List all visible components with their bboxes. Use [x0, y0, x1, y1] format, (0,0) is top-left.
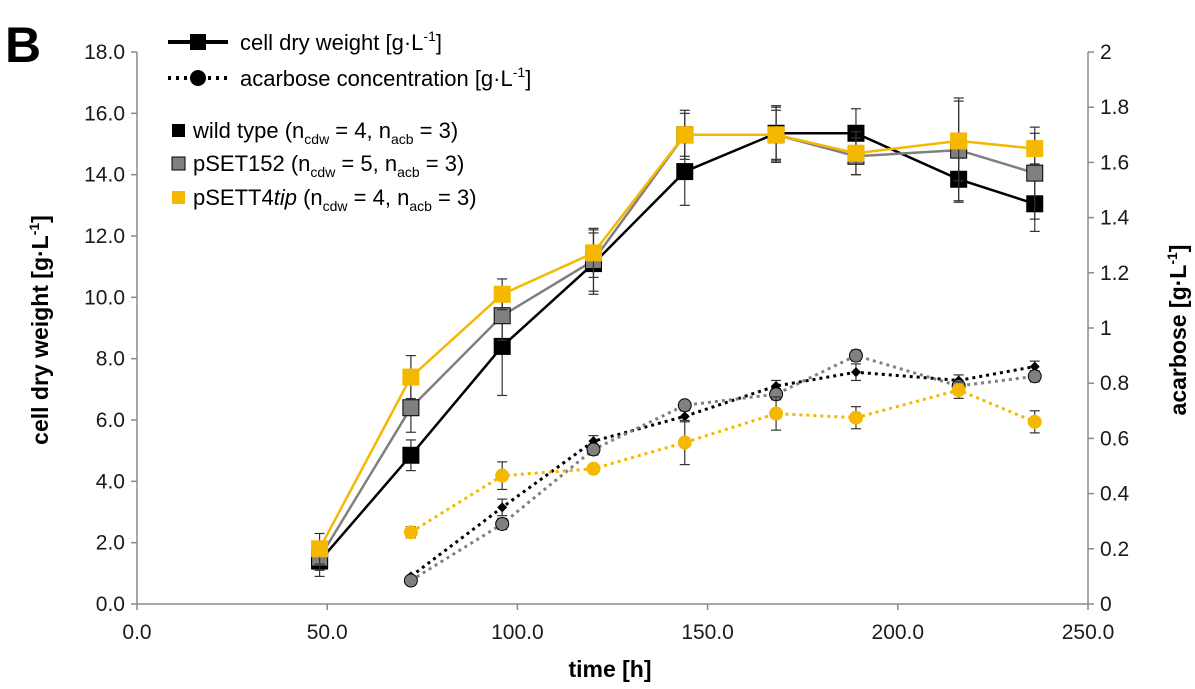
- x-tick-label: 200.0: [872, 621, 925, 644]
- y-right-tick-label: 1.6: [1100, 151, 1129, 174]
- data-point: [1029, 361, 1040, 372]
- legend-pset152-label: pSET152 (ncdw = 5, nacb = 3): [193, 151, 464, 180]
- plot-area: [311, 97, 1044, 588]
- y-right-tick-label: 2: [1100, 41, 1112, 64]
- legend-acb-label: acarbose concentration [g·L-1]: [240, 64, 531, 91]
- data-point: [850, 367, 861, 378]
- x-tick-label: 0.0: [122, 621, 151, 644]
- series-line-pset152-acb: [410, 353, 1035, 582]
- y-left-tick-label: 16.0: [84, 102, 125, 125]
- legend-wildtype-swatch: [172, 124, 185, 137]
- data-point: [951, 383, 966, 398]
- legend-cdw-label: cell dry weight [g·L-1]: [240, 28, 442, 55]
- y-left-tick-labels: 0.0 2.0 4.0 6.0 8.0 10.0 12.0 14.0 16.0 18.0: [84, 41, 125, 616]
- data-point: [848, 348, 863, 363]
- data-point: [584, 244, 602, 262]
- y-right-tick-label: 0.8: [1100, 372, 1129, 395]
- data-point: [495, 468, 510, 483]
- data-point: [676, 163, 694, 181]
- x-tick-labels: 0.0 50.0 100.0 150.0 200.0 250.0: [122, 621, 1114, 644]
- data-point: [847, 144, 865, 162]
- y-right-tick-label: 1.8: [1100, 96, 1129, 119]
- y-left-tick-label: 6.0: [96, 409, 125, 432]
- data-point: [1027, 414, 1042, 429]
- y-right-tick-label: 1.2: [1100, 262, 1129, 285]
- y-left-tick-label: 18.0: [84, 41, 125, 64]
- legend: cell dry weight [g·L-1] acarbose concent…: [168, 28, 531, 214]
- y-right-tick-label: 0.6: [1100, 427, 1129, 450]
- x-tick-label: 50.0: [307, 621, 348, 644]
- axes: [131, 51, 1094, 610]
- data-point: [769, 406, 784, 421]
- data-point: [676, 126, 694, 144]
- y-left-tick-label: 12.0: [84, 225, 125, 248]
- y-right-tick-label: 0.4: [1100, 483, 1130, 506]
- series-psett4tip-acb: [403, 381, 1042, 540]
- y-left-axis-title: cell dry weight [g·L-1]: [26, 215, 53, 445]
- series-line-psett4tip-cdw: [318, 133, 1035, 550]
- data-point: [848, 410, 863, 425]
- series-pset152-acb: [403, 348, 1042, 588]
- y-right-tick-label: 1.4: [1100, 207, 1130, 230]
- y-left-tick-label: 2.0: [96, 532, 125, 555]
- data-point: [1027, 369, 1042, 384]
- x-tick-label: 250.0: [1062, 621, 1115, 644]
- data-point: [402, 368, 420, 386]
- data-point: [402, 446, 420, 464]
- legend-wildtype-label: wild type (ncdw = 4, nacb = 3): [192, 118, 458, 147]
- data-point: [493, 285, 511, 303]
- series-wild-type-cdw: [311, 105, 1044, 578]
- panel-label: B: [5, 17, 41, 73]
- series-line-psett4tip-acb: [410, 388, 1036, 534]
- legend-psett4tip-label: pSETT4tip (ncdw = 4, nacb = 3): [193, 185, 477, 214]
- data-point: [403, 525, 418, 540]
- data-point: [495, 516, 510, 531]
- series-line-wild-type-acb: [409, 365, 1035, 578]
- data-point: [677, 398, 692, 413]
- data-point: [767, 126, 785, 144]
- legend-psett4tip-swatch: [172, 191, 185, 204]
- data-point: [950, 132, 968, 150]
- legend-cdw-marker: [190, 34, 206, 50]
- y-left-tick-label: 10.0: [84, 286, 125, 309]
- data-point: [586, 461, 601, 476]
- y-right-axis-title: acarbose [g·L-1]: [1164, 245, 1191, 416]
- data-point: [679, 411, 690, 422]
- data-point: [311, 540, 329, 558]
- x-axis-title: time [h]: [568, 656, 651, 682]
- series-psett4tip-cdw: [311, 100, 1044, 565]
- legend-acb-marker: [190, 70, 206, 86]
- y-right-tick-label: 0.2: [1100, 538, 1129, 561]
- data-point: [1026, 164, 1044, 182]
- y-left-tick-label: 14.0: [84, 164, 125, 187]
- y-left-tick-label: 0.0: [96, 593, 125, 616]
- data-point: [403, 573, 418, 588]
- y-left-tick-label: 4.0: [96, 470, 125, 493]
- data-point: [1026, 140, 1044, 158]
- y-right-tick-labels: 0 0.2 0.4 0.6 0.8 1 1.2 1.4 1.6 1.8 2: [1100, 41, 1130, 616]
- data-point: [497, 502, 508, 513]
- x-tick-label: 150.0: [681, 621, 734, 644]
- data-point: [677, 435, 692, 450]
- x-tick-label: 100.0: [491, 621, 544, 644]
- legend-pset152-swatch: [171, 156, 186, 171]
- data-point: [586, 442, 601, 457]
- y-left-tick-label: 8.0: [96, 348, 125, 371]
- y-right-tick-label: 1: [1100, 317, 1112, 340]
- data-point: [402, 399, 420, 417]
- y-right-tick-label: 0: [1100, 593, 1112, 616]
